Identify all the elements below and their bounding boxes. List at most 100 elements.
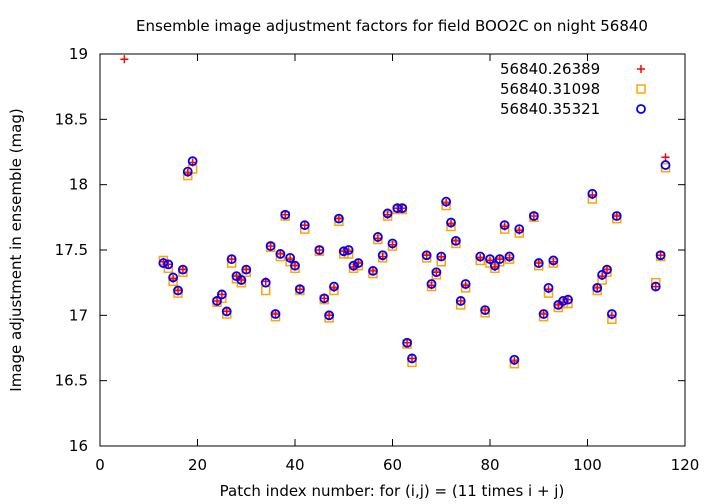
- data-point: [329, 281, 339, 292]
- data-point: [222, 307, 231, 316]
- data-point: [174, 286, 182, 295]
- data-point: [592, 282, 603, 293]
- y-tick-label: 18: [69, 176, 88, 194]
- data-point: [168, 272, 179, 283]
- data-point: [485, 254, 495, 265]
- data-point: [173, 285, 183, 296]
- data-point: [602, 264, 612, 275]
- data-point: [368, 266, 378, 276]
- data-point: [266, 242, 275, 251]
- data-point: [587, 188, 598, 199]
- data-point: [333, 213, 344, 224]
- chart-title: Ensemble image adjustment factors for fi…: [136, 17, 648, 35]
- data-point: [291, 261, 299, 270]
- y-tick-label: 17.5: [55, 241, 88, 259]
- data-point: [299, 220, 310, 231]
- data-point: [261, 285, 271, 296]
- y-tick-label: 18.5: [55, 110, 88, 128]
- data-point: [606, 309, 617, 319]
- data-point: [265, 241, 276, 251]
- data-point: [494, 254, 505, 265]
- data-point: [120, 55, 129, 64]
- data-point: [431, 267, 442, 278]
- data-point: [451, 236, 460, 245]
- y-tick-label: 19: [69, 45, 88, 63]
- data-point: [213, 296, 221, 305]
- data-point: [504, 251, 515, 262]
- data-point: [275, 249, 286, 259]
- data-point: [539, 310, 548, 319]
- data-point: [164, 260, 173, 269]
- data-point: [387, 238, 398, 249]
- x-tick-label: 20: [188, 456, 207, 474]
- y-tick-label: 17: [69, 306, 88, 324]
- y-axis-label: Image adjustment in ensemble (mag): [7, 108, 25, 391]
- data-point: [548, 255, 559, 266]
- data-point: [369, 266, 377, 275]
- data-point: [489, 260, 500, 271]
- data-point: [319, 293, 330, 304]
- data-point: [564, 295, 572, 304]
- data-point: [353, 258, 364, 268]
- data-point: [314, 245, 325, 255]
- x-tick-label: 80: [480, 456, 499, 474]
- data-point: [281, 210, 290, 219]
- data-point: [227, 255, 236, 264]
- data-point: [660, 160, 671, 170]
- data-point: [377, 250, 388, 261]
- data-point: [509, 354, 520, 365]
- data-point: [408, 354, 416, 363]
- data-point: [187, 156, 198, 167]
- data-point: [534, 259, 543, 268]
- data-point: [543, 282, 554, 293]
- data-point: [241, 264, 252, 275]
- data-point: [382, 208, 393, 219]
- x-tick-label: 40: [285, 456, 304, 474]
- data-point: [403, 338, 412, 347]
- data-point: [177, 264, 188, 275]
- data-point: [158, 258, 169, 268]
- data-point: [392, 203, 403, 214]
- data-point: [348, 260, 359, 271]
- data-point: [280, 209, 291, 220]
- data-point: [315, 246, 324, 254]
- data-point: [294, 284, 305, 295]
- data-point: [217, 290, 226, 299]
- data-point: [481, 306, 490, 315]
- data-point: [656, 251, 665, 260]
- data-point: [450, 235, 461, 246]
- data-point: [538, 309, 549, 319]
- data-point: [437, 252, 446, 261]
- data-point: [426, 279, 437, 289]
- legend-label: 56840.26389: [500, 60, 600, 78]
- x-tick-label: 120: [671, 456, 700, 474]
- data-point: [563, 294, 573, 305]
- data-point: [407, 353, 417, 364]
- legend-marker: [636, 104, 646, 114]
- data-point: [343, 245, 354, 255]
- data-point: [529, 212, 538, 221]
- x-tick-label: 100: [573, 456, 602, 474]
- data-point: [528, 211, 539, 221]
- data-point: [558, 296, 569, 306]
- data-point: [650, 281, 661, 292]
- legend-label: 56840.35321: [500, 100, 600, 118]
- data-point: [661, 153, 670, 162]
- data-point: [221, 306, 232, 317]
- data-point: [338, 246, 349, 257]
- legend-label: 56840.31098: [500, 80, 600, 98]
- data-point: [236, 275, 247, 285]
- data-point: [276, 249, 285, 258]
- data-point: [397, 203, 408, 214]
- x-axis-label: Patch index number: for (i,j) = (11 time…: [220, 482, 565, 500]
- data-point: [260, 277, 271, 288]
- y-tick-label: 16: [69, 437, 88, 455]
- data-point: [182, 166, 193, 177]
- data-point: [212, 296, 222, 306]
- legend: 56840.26389 56840.31098 56840.35321: [500, 60, 646, 118]
- data-point: [163, 259, 174, 270]
- data-point: [436, 251, 447, 262]
- data-point: [446, 217, 456, 228]
- data-point: [270, 309, 281, 319]
